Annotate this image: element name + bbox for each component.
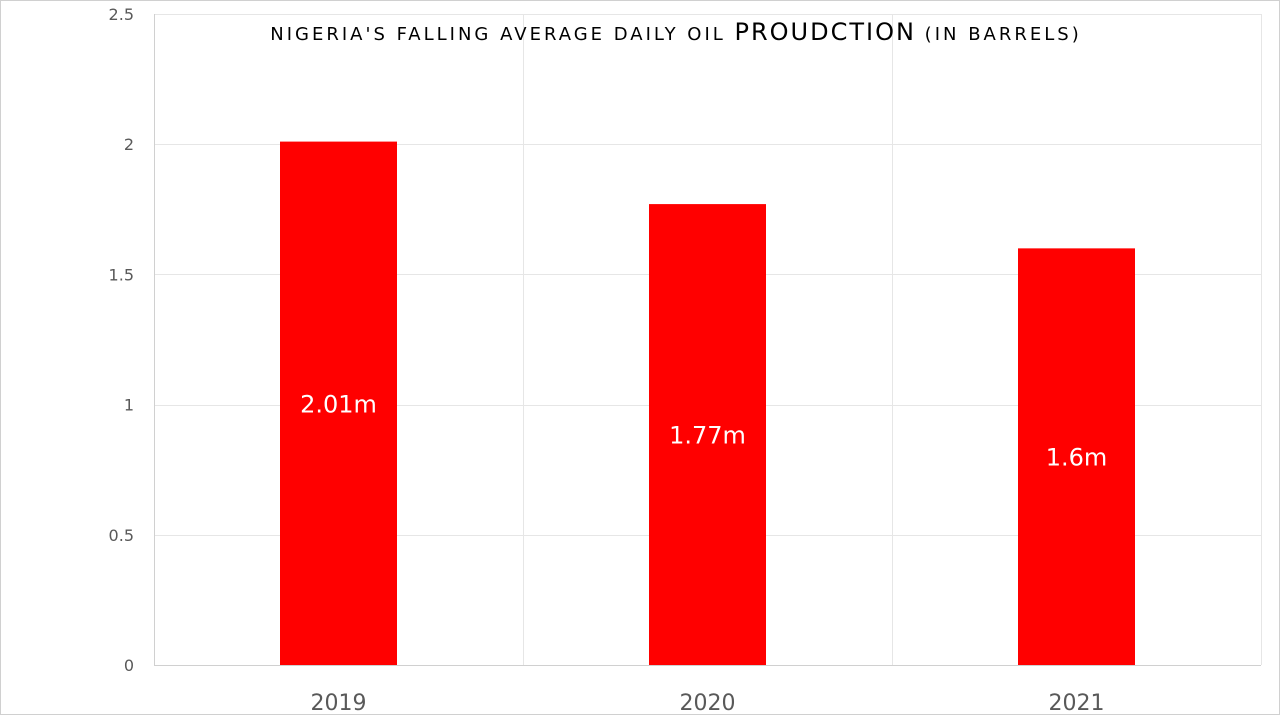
y-tick-label: 0 (124, 656, 134, 675)
bar-2019 (280, 141, 397, 665)
data-label-2021: 1.6m (1046, 444, 1108, 472)
x-tick-label: 2021 (1049, 691, 1105, 714)
bar-2020 (649, 204, 766, 666)
title-part-3: (IN BARRELS) (916, 24, 1082, 45)
y-tick-label: 1.5 (109, 265, 134, 284)
x-tick-label: 2019 (311, 691, 367, 714)
y-tick-label: 0.5 (109, 526, 134, 545)
chart-title: NIGERIA'S FALLING AVERAGE DAILY OIL PROU… (270, 18, 1081, 46)
title-part-1: NIGERIA'S FALLING AVERAGE DAILY OIL (270, 24, 734, 45)
y-tick-label: 2 (124, 135, 134, 154)
data-labels: 2.01m 1.77m 1.6m (300, 390, 1107, 471)
bar-2021 (1018, 248, 1135, 666)
data-label-2020: 1.77m (669, 422, 746, 450)
y-tick-label: 2.5 (109, 5, 134, 24)
data-label-2019: 2.01m (300, 390, 377, 418)
bars (280, 141, 1135, 666)
x-tick-label: 2020 (680, 691, 736, 714)
axes: 0 0.5 1 1.5 2 2.5 2019 2020 2021 (109, 5, 1261, 714)
title-part-2: PROUDCTION (735, 18, 916, 46)
y-tick-label: 1 (124, 396, 134, 415)
